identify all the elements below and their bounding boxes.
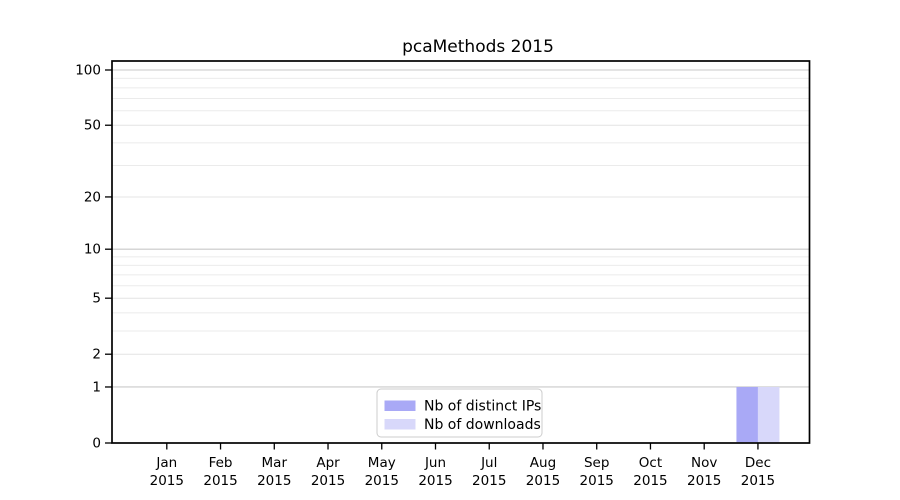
x-tick-month-label: Jan	[155, 455, 177, 471]
x-tick-year-label: 2015	[741, 473, 775, 489]
x-tick-month-label: Jun	[424, 455, 446, 471]
x-tick-year-label: 2015	[687, 473, 721, 489]
x-tick-month-label: Nov	[691, 455, 717, 471]
chart-title: pcaMethods 2015	[402, 37, 554, 57]
y-tick-label: 20	[84, 189, 101, 205]
y-tick-label: 5	[92, 291, 101, 307]
x-tick-year-label: 2015	[580, 473, 614, 489]
x-tick-year-label: 2015	[418, 473, 452, 489]
bar-nb-of-distinct-ips	[736, 386, 758, 443]
x-tick-year-label: 2015	[257, 473, 291, 489]
x-tick-month-label: Oct	[639, 455, 662, 471]
legend-box	[376, 388, 543, 438]
y-tick-label: 2	[92, 347, 101, 363]
legend-label-nb-of-downloads: Nb of downloads	[424, 417, 541, 433]
y-tick-label: 50	[84, 118, 101, 134]
y-tick-label: 10	[84, 242, 101, 258]
x-tick-month-label: Jul	[480, 455, 497, 471]
x-tick-month-label: Mar	[262, 455, 288, 471]
x-tick-year-label: 2015	[472, 473, 506, 489]
x-tick-year-label: 2015	[203, 473, 237, 489]
y-tick-label: 1	[92, 379, 101, 395]
y-tick-label: 0	[92, 436, 101, 452]
legend-swatch-nb-of-distinct-ips	[384, 400, 416, 411]
legend-swatch-nb-of-downloads	[384, 419, 416, 430]
x-tick-month-label: Sep	[584, 455, 609, 471]
x-tick-year-label: 2015	[311, 473, 345, 489]
y-tick-label: 100	[75, 63, 101, 79]
x-tick-month-label: Feb	[209, 455, 233, 471]
x-tick-year-label: 2015	[365, 473, 399, 489]
x-tick-month-label: Apr	[316, 455, 340, 471]
x-tick-year-label: 2015	[150, 473, 184, 489]
bar-nb-of-downloads	[757, 386, 780, 443]
x-tick-month-label: May	[368, 455, 396, 471]
x-tick-year-label: 2015	[633, 473, 667, 489]
legend-label-nb-of-distinct-ips: Nb of distinct IPs	[424, 399, 541, 415]
plot-border	[111, 60, 811, 444]
x-tick-month-label: Dec	[745, 455, 771, 471]
x-tick-year-label: 2015	[526, 473, 560, 489]
x-tick-month-label: Aug	[530, 455, 556, 471]
